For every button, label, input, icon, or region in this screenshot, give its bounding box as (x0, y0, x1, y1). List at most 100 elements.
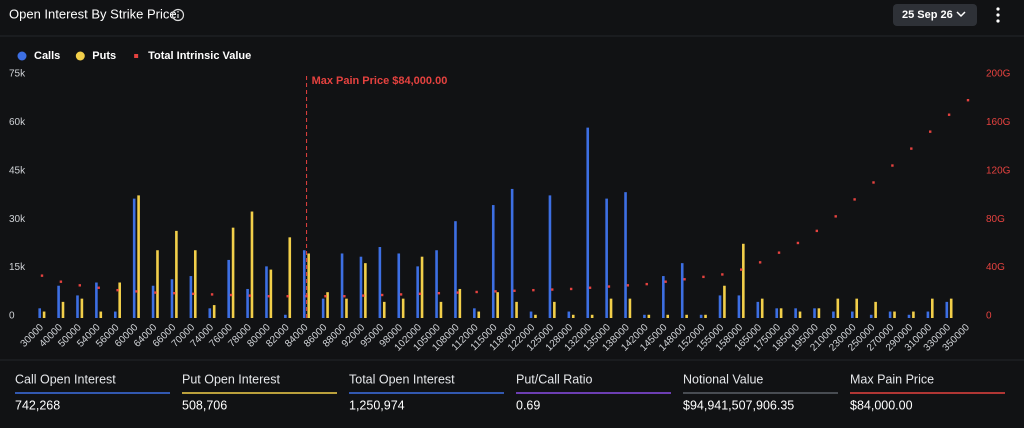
bar (662, 276, 665, 318)
bar (118, 282, 121, 318)
max-pain-label: Max Pain Price $84,000.00 (312, 75, 448, 87)
bar (624, 192, 627, 318)
bar (416, 266, 419, 318)
bar (420, 256, 424, 318)
bar (132, 198, 136, 318)
bar (189, 276, 193, 318)
bar (208, 308, 212, 318)
intrinsic-point (588, 286, 592, 289)
bar (288, 237, 292, 318)
bar (760, 298, 764, 318)
intrinsic-point (569, 287, 573, 291)
intrinsic-point (456, 291, 459, 294)
bar (529, 311, 533, 318)
bar (874, 301, 877, 318)
stat-label: Notional Value (683, 372, 763, 386)
intrinsic-point (683, 278, 686, 281)
intrinsic-point (702, 275, 705, 279)
bar (515, 301, 518, 318)
y2-tick-label: 160G (986, 117, 1011, 128)
bar (473, 308, 476, 318)
bar (321, 298, 325, 318)
bar (302, 250, 306, 318)
bar (851, 311, 854, 318)
intrinsic-point (910, 147, 913, 150)
intrinsic-point (872, 181, 875, 184)
intrinsic-point (475, 290, 478, 294)
bar (382, 301, 386, 318)
stat-label: Call Open Interest (15, 372, 116, 386)
bar (57, 285, 60, 318)
intrinsic-point (229, 293, 233, 297)
bar (137, 195, 140, 318)
bar (250, 211, 254, 318)
bar (170, 279, 174, 318)
bar (340, 253, 344, 318)
bar (590, 314, 594, 318)
y2-tick-label: 120G (986, 165, 1011, 176)
intrinsic-point (815, 229, 819, 233)
bar (742, 243, 745, 318)
y-tick-label: 30k (9, 214, 26, 225)
bar (534, 314, 537, 318)
bar (510, 188, 514, 318)
bar (756, 301, 760, 318)
bar (605, 198, 608, 318)
bar (364, 263, 367, 318)
intrinsic-point (135, 290, 138, 293)
bar (95, 282, 98, 318)
bar (439, 301, 443, 318)
y-tick-label: 0 (9, 311, 15, 322)
stat-label: Put Open Interest (182, 372, 281, 386)
bar (76, 295, 79, 318)
bar (737, 295, 741, 318)
bar (888, 311, 892, 318)
bar (231, 227, 235, 318)
intrinsic-point (97, 286, 100, 289)
stat-value: 508,706 (182, 398, 227, 412)
intrinsic-point (929, 130, 932, 133)
bar (378, 247, 382, 318)
y2-tick-label: 200G (986, 69, 1011, 80)
bar (869, 314, 873, 318)
bar (151, 285, 155, 318)
intrinsic-point (248, 294, 252, 297)
bar (798, 311, 802, 318)
intrinsic-point (324, 295, 327, 298)
bar (685, 314, 688, 318)
intrinsic-point (853, 198, 856, 201)
legend-marker (17, 51, 27, 61)
bar (571, 314, 575, 318)
intrinsic-point (834, 215, 837, 218)
bar (553, 301, 556, 318)
bar (945, 301, 949, 318)
intrinsic-point (286, 295, 289, 298)
intrinsic-point (947, 113, 951, 116)
y2-tick-label: 40G (986, 262, 1005, 273)
chart-title: Open Interest By Strike Price (9, 6, 177, 21)
intrinsic-point (740, 268, 743, 271)
bar (699, 314, 703, 318)
bar (193, 250, 197, 318)
info-icon[interactable] (171, 8, 185, 22)
more-menu[interactable] (996, 7, 1000, 23)
bar (80, 298, 84, 318)
intrinsic-point (399, 293, 403, 296)
bar (836, 298, 840, 318)
bar (912, 311, 915, 318)
bar (265, 266, 268, 318)
bar (680, 263, 684, 318)
intrinsic-point (343, 295, 346, 298)
intrinsic-point (796, 241, 800, 245)
intrinsic-point (78, 284, 81, 287)
intrinsic-point (966, 99, 970, 102)
intrinsic-point (551, 288, 554, 291)
intrinsic-point (380, 293, 384, 297)
bar (212, 305, 216, 318)
intrinsic-point (532, 288, 535, 292)
bar (949, 298, 953, 318)
date-dropdown[interactable]: 25 Sep 26 (893, 4, 977, 26)
bar (496, 292, 499, 318)
bar (269, 269, 273, 318)
